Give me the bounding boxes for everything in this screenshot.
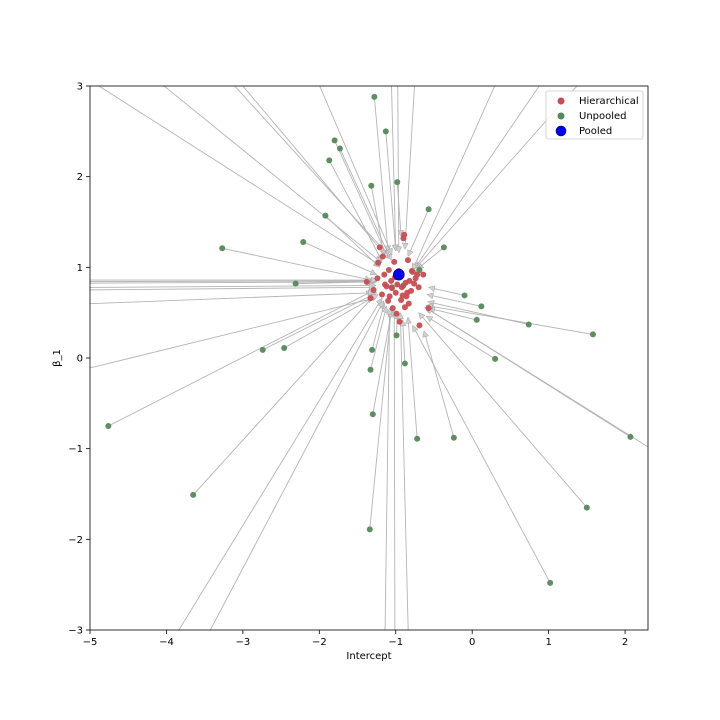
x-tick-label: −1 [388,637,403,648]
unpooled-point [326,157,332,163]
hierarchical-point [394,311,400,317]
hierarchical-point [416,322,422,328]
hierarchical-point [389,285,395,291]
x-axis-label: Intercept [346,651,391,662]
hierarchical-point [414,272,420,278]
hierarchical-point [382,282,388,288]
pooled-point [393,269,404,280]
hierarchical-point [379,292,385,298]
hierarchical-point [405,257,411,263]
hierarchical-point [397,319,403,325]
unpooled-point [394,179,400,185]
unpooled-point [281,345,287,351]
unpooled-point [370,411,376,417]
hierarchical-point [416,284,422,290]
unpooled-point [371,94,377,100]
unpooled-point [300,239,306,245]
unpooled-point [474,317,480,323]
x-tick-label: −2 [312,637,327,648]
unpooled-point [293,281,299,287]
unpooled-point [478,303,484,309]
unpooled-point [402,360,408,366]
hierarchical-point [375,260,381,266]
y-tick-label: −2 [68,535,83,546]
unpooled-point [627,434,633,440]
hierarchical-point [387,293,393,299]
unpooled-point [322,213,328,219]
hierarchical-point [364,279,370,285]
y-tick-label: 0 [77,354,83,365]
legend-marker-pooled [556,126,566,136]
plot-area [90,86,648,630]
hierarchical-point [371,287,377,293]
unpooled-point [414,436,420,442]
unpooled-point [190,492,196,498]
unpooled-point [219,245,225,251]
legend-marker-unpooled [558,113,565,120]
hierarchical-point [404,290,410,296]
hierarchical-point [386,267,392,273]
hierarchical-point [409,268,415,274]
unpooled-point [332,137,338,143]
unpooled-point [369,347,375,353]
hierarchical-point [391,259,397,265]
hierarchical-point [403,280,409,286]
unpooled-point [451,435,457,441]
y-axis: −3 −2 −1 0 1 2 3 [68,82,90,637]
unpooled-point [526,321,532,327]
y-tick-label: 3 [77,82,83,93]
unpooled-point [368,183,374,189]
pooled-point-layer [393,269,404,280]
legend-label-unpooled: Unpooled [579,111,627,122]
x-tick-label: 1 [545,637,551,648]
x-tick-label: 2 [622,637,628,648]
hierarchical-point [374,275,380,281]
legend-label-pooled: Pooled [579,126,612,137]
unpooled-point [492,356,498,362]
unpooled-point [367,526,373,532]
unpooled-point [260,347,266,353]
hierarchical-point [406,301,412,307]
x-tick-label: −3 [236,637,251,648]
hierarchical-point [426,305,432,311]
unpooled-point [547,580,553,586]
unpooled-point [426,206,432,212]
hierarchical-point [381,272,387,278]
y-axis-label: β_1 [52,349,63,367]
unpooled-point [337,146,343,152]
x-tick-label: −4 [159,637,174,648]
legend: Hierarchical Unpooled Pooled [546,91,643,139]
unpooled-point [368,367,374,373]
unpooled-point [394,332,400,338]
unpooled-point [105,423,111,429]
hierarchical-point [368,295,374,301]
y-tick-label: −3 [68,626,83,637]
y-tick-label: 2 [77,172,83,183]
y-tick-label: −1 [68,444,83,455]
y-tick-label: 1 [77,263,83,274]
unpooled-point [383,128,389,134]
hierarchical-point [420,272,426,278]
hierarchical-point [380,253,386,259]
unpooled-point [590,331,596,337]
unpooled-point [584,505,590,511]
x-tick-label: −5 [83,637,98,648]
hierarchical-point [377,244,383,250]
unpooled-point [441,244,447,250]
legend-marker-hierarchical [558,98,565,105]
legend-label-hierarchical: Hierarchical [579,96,639,107]
hierarchical-point [401,232,407,238]
hierarchical-point [390,305,396,311]
x-axis: −5 −4 −3 −2 −1 0 1 2 [83,630,629,648]
unpooled-point [462,292,468,298]
x-tick-label: 0 [469,637,475,648]
